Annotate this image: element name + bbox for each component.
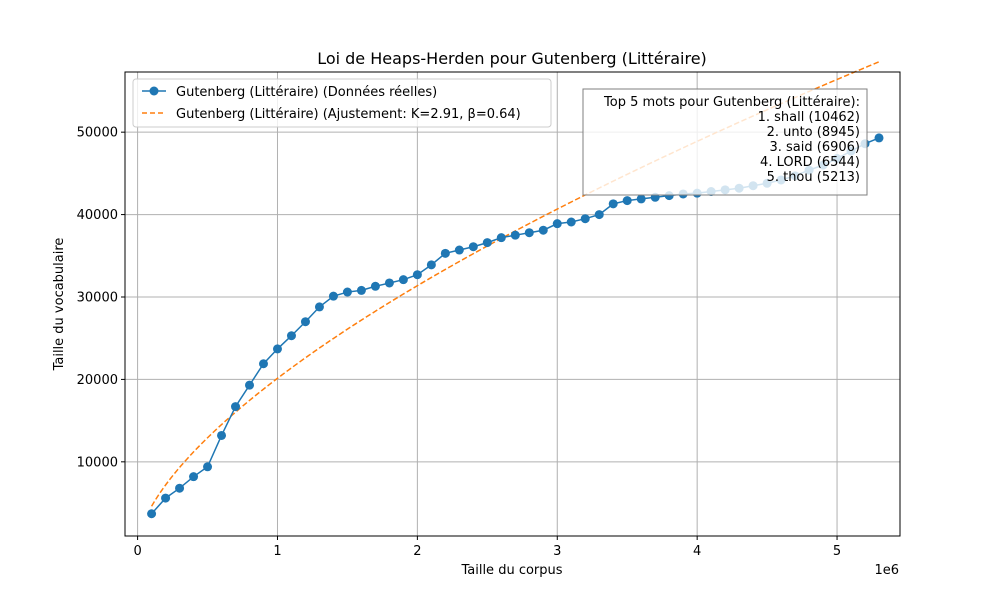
x-axis-offset-label: 1e6 — [874, 563, 899, 578]
plot-frame — [124, 71, 901, 537]
data-point — [440, 248, 450, 258]
y-tick-label: 30000 — [77, 290, 118, 305]
legend-entry-data: Gutenberg (Littéraire) (Données réelles) — [176, 85, 437, 100]
data-point — [384, 278, 394, 288]
x-tick-label: 0 — [133, 544, 141, 559]
x-axis-ticks: 0 1 2 3 4 5 — [133, 536, 841, 559]
data-point — [594, 210, 604, 220]
legend-frame — [132, 78, 552, 128]
data-point — [454, 245, 464, 255]
x-tick-label: 5 — [833, 544, 841, 559]
annotation-rank-line: 4. LORD (6544) — [760, 155, 860, 170]
data-point — [356, 285, 366, 295]
y-tick-label: 20000 — [77, 373, 118, 388]
annotation-background — [582, 88, 868, 196]
x-tick-label: 3 — [553, 544, 561, 559]
data-point — [426, 260, 436, 270]
data-point — [300, 317, 310, 327]
x-tick-label: 2 — [413, 544, 421, 559]
x-tick-label: 4 — [693, 544, 701, 559]
data-point — [524, 228, 534, 238]
data-point — [342, 287, 352, 297]
data-point — [147, 509, 157, 519]
y-tick-label: 10000 — [77, 455, 118, 470]
data-point — [203, 462, 213, 472]
y-axis-label: Taille du vocabulaire — [52, 238, 67, 372]
y-tick-label: 50000 — [77, 126, 118, 141]
data-point — [328, 291, 338, 301]
data-point — [566, 217, 576, 227]
legend-entry-fit: Gutenberg (Littéraire) (Ajustement: K=2.… — [176, 107, 521, 122]
data-point — [161, 493, 171, 503]
data-point — [608, 199, 618, 209]
data-point — [580, 214, 590, 224]
data-point — [874, 133, 884, 143]
data-point — [482, 238, 492, 248]
data-point — [286, 331, 296, 341]
annotation-rank-line: 3. said (6906) — [770, 140, 861, 155]
data-point — [272, 344, 282, 354]
data-point — [245, 380, 255, 390]
x-axis-label: Taille du corpus — [460, 563, 562, 578]
data-point — [258, 359, 268, 369]
data-point — [622, 196, 632, 206]
legend-data-marker — [149, 86, 159, 96]
annotation-box: Top 5 mots pour Gutenberg (Littéraire):1… — [582, 88, 868, 196]
annotation-rank-line: 2. unto (8945) — [767, 125, 860, 140]
data-point — [189, 472, 199, 482]
legend: Gutenberg (Littéraire) (Données réelles)… — [132, 78, 552, 128]
annotation-heading: Top 5 mots pour Gutenberg (Littéraire): — [603, 95, 860, 110]
data-point — [468, 242, 478, 252]
x-tick-label: 1 — [273, 544, 281, 559]
data-point — [538, 225, 548, 235]
data-point — [370, 281, 380, 291]
data-point — [314, 302, 324, 312]
data-point — [552, 219, 562, 229]
data-point — [636, 194, 646, 204]
y-axis-ticks: 10000 20000 30000 40000 50000 — [77, 126, 125, 470]
y-tick-label: 40000 — [77, 208, 118, 223]
annotation-rank-line: 1. shall (10462) — [758, 110, 860, 125]
chart-title: Loi de Heaps-Herden pour Gutenberg (Litt… — [317, 49, 707, 68]
data-point — [510, 230, 520, 240]
annotation-rank-line: 5. thou (5213) — [767, 170, 860, 185]
data-point — [175, 483, 185, 493]
data-point — [496, 233, 506, 243]
data-point — [412, 270, 422, 280]
data-point — [398, 275, 408, 285]
data-point — [217, 430, 227, 440]
data-point — [231, 402, 241, 412]
